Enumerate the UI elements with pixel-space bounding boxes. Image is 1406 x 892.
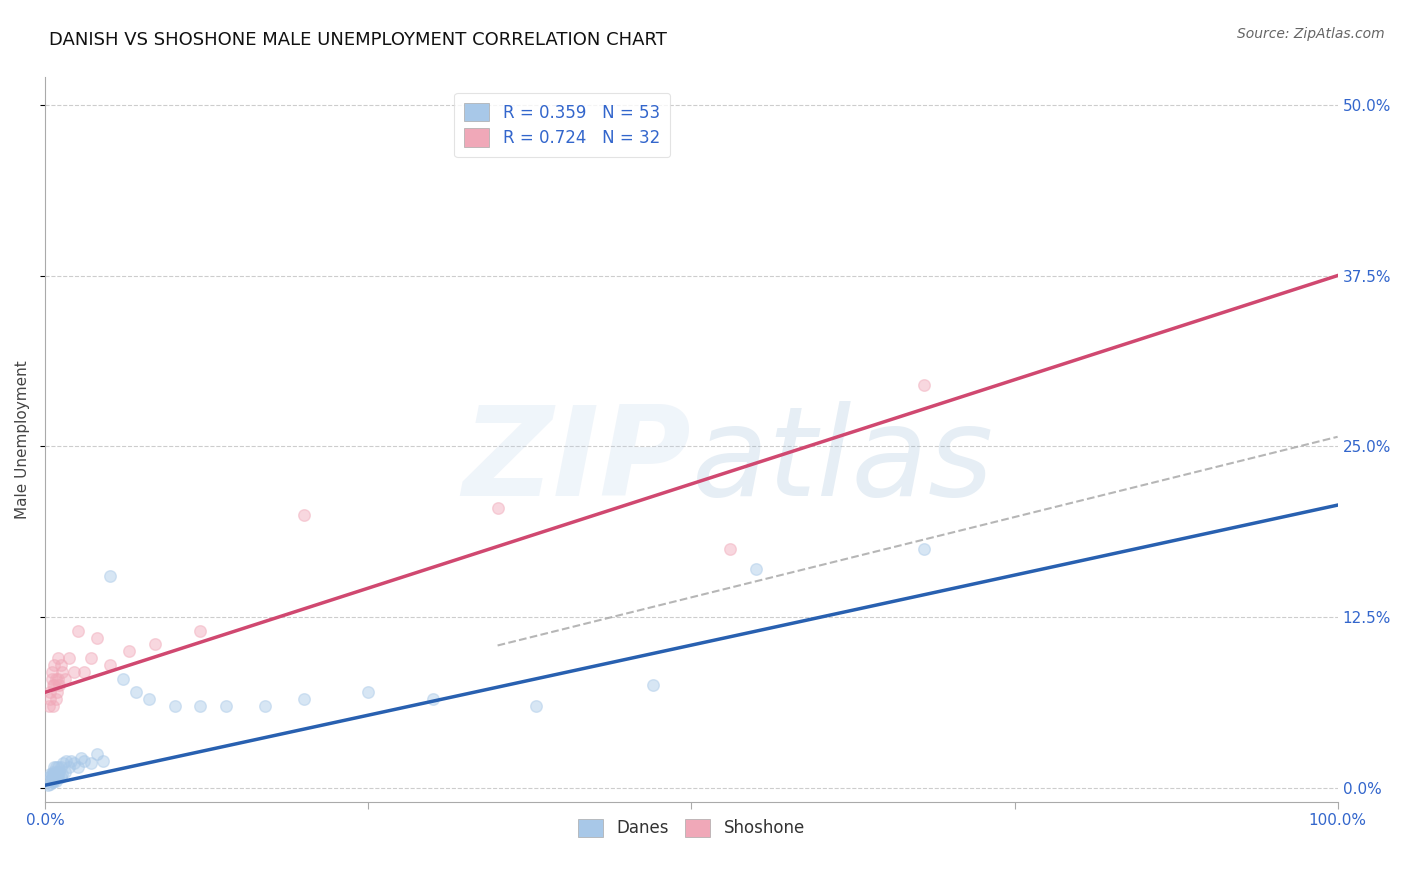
Point [39, 685, 62, 699]
Point [38, 774, 60, 789]
Point [641, 678, 664, 692]
Point [39, 692, 62, 706]
Point [45, 685, 67, 699]
Point [45, 767, 67, 781]
Point [73, 754, 96, 768]
Point [357, 685, 380, 699]
Point [292, 692, 315, 706]
Point [190, 698, 212, 713]
Point [49, 760, 72, 774]
Point [718, 541, 741, 556]
Point [190, 624, 212, 638]
Point [51, 767, 73, 781]
Point [44, 772, 66, 787]
Point [912, 377, 935, 392]
Point [44, 657, 66, 672]
Point [45, 760, 67, 774]
Point [745, 562, 768, 576]
Point [38, 770, 60, 784]
Point [46, 760, 69, 774]
Point [41, 665, 63, 679]
Point [46, 767, 69, 781]
Point [79, 651, 101, 665]
Point [55, 754, 77, 768]
Point [66, 624, 89, 638]
Point [42, 764, 65, 779]
Point [41, 672, 63, 686]
Legend: Danes, Shoshone: Danes, Shoshone [571, 812, 811, 844]
Point [58, 651, 80, 665]
Point [73, 665, 96, 679]
Point [49, 657, 72, 672]
Point [53, 672, 76, 686]
Point [60, 754, 83, 768]
Point [41, 774, 63, 789]
Point [86, 747, 108, 761]
Point [46, 772, 69, 786]
Point [44, 760, 66, 774]
Point [125, 685, 148, 699]
Y-axis label: Male Unemployment: Male Unemployment [15, 360, 30, 519]
Point [118, 644, 141, 658]
Point [46, 672, 69, 686]
Point [48, 764, 70, 779]
Text: DANISH VS SHOSHONE MALE UNEMPLOYMENT CORRELATION CHART: DANISH VS SHOSHONE MALE UNEMPLOYMENT COR… [49, 31, 666, 49]
Point [44, 767, 66, 781]
Point [41, 767, 63, 781]
Point [58, 760, 80, 774]
Point [98, 569, 121, 583]
Point [39, 777, 62, 791]
Point [45, 692, 67, 706]
Point [37, 778, 59, 792]
Point [253, 698, 276, 713]
Point [422, 692, 444, 706]
Point [111, 672, 134, 686]
Point [39, 767, 62, 781]
Text: Source: ZipAtlas.com: Source: ZipAtlas.com [1237, 27, 1385, 41]
Point [70, 751, 93, 765]
Point [44, 678, 66, 692]
Point [486, 500, 509, 515]
Point [49, 770, 72, 784]
Point [45, 774, 67, 789]
Point [42, 775, 65, 789]
Point [292, 508, 315, 522]
Point [48, 678, 70, 692]
Point [42, 770, 65, 784]
Point [524, 698, 547, 713]
Point [98, 657, 121, 672]
Point [86, 631, 108, 645]
Point [62, 665, 84, 679]
Point [52, 756, 75, 771]
Point [46, 651, 69, 665]
Point [79, 756, 101, 771]
Text: ZIP: ZIP [463, 401, 692, 522]
Point [45, 764, 67, 779]
Point [215, 698, 238, 713]
Point [45, 672, 67, 686]
Point [66, 760, 89, 774]
Text: atlas: atlas [692, 401, 994, 522]
Point [42, 678, 65, 692]
Point [45, 770, 67, 784]
Point [93, 754, 115, 768]
Point [163, 698, 186, 713]
Point [138, 692, 160, 706]
Point [912, 541, 935, 556]
Point [42, 698, 65, 713]
Point [62, 756, 84, 771]
Point [38, 698, 60, 713]
Point [41, 772, 63, 786]
Point [51, 665, 73, 679]
Point [53, 764, 76, 779]
Point [143, 637, 166, 651]
